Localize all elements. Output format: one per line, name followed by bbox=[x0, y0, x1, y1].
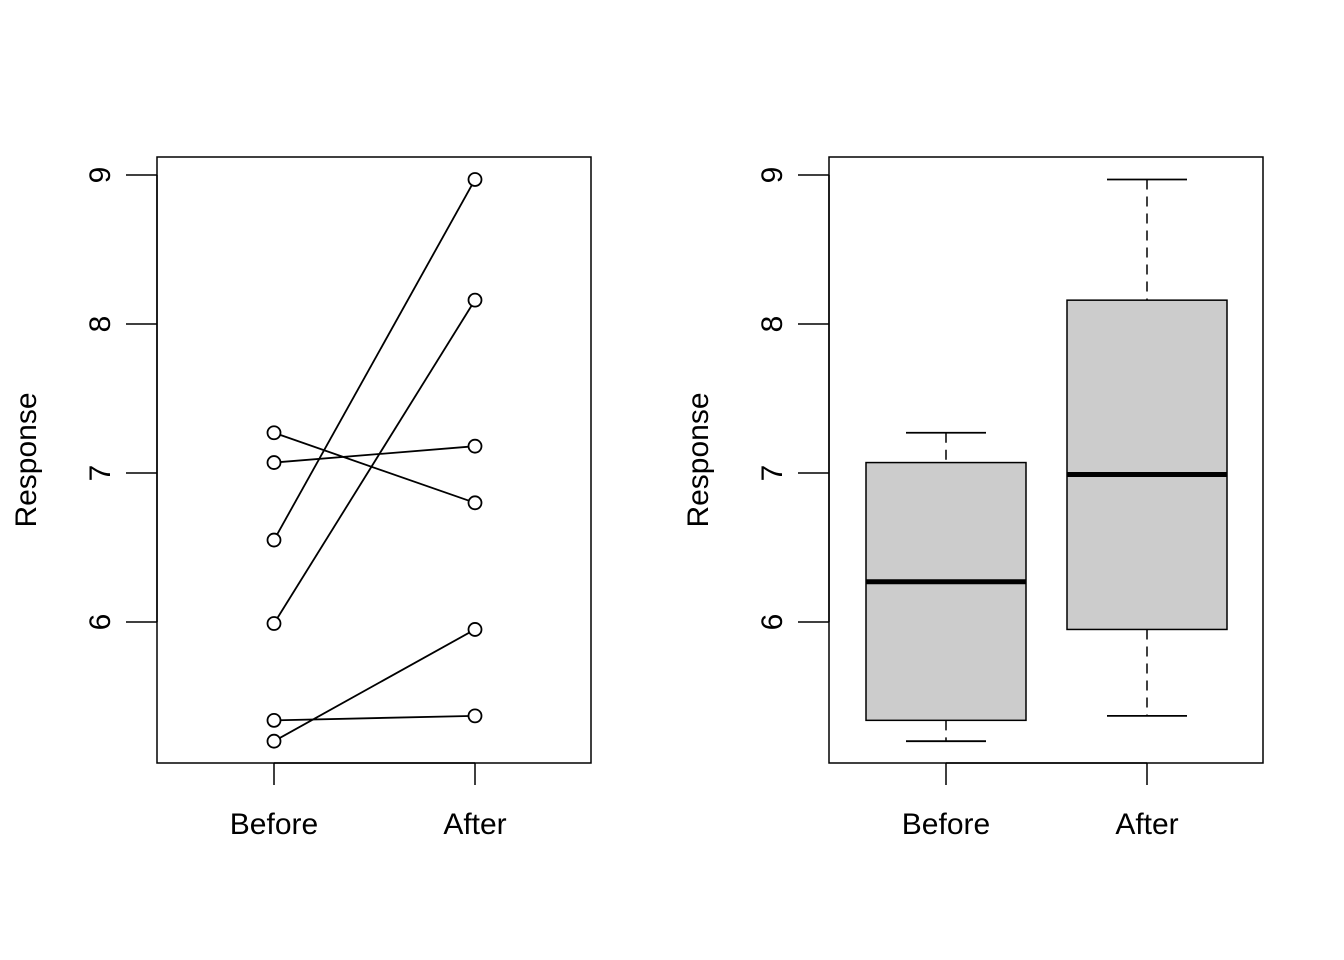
point-after bbox=[467, 495, 483, 511]
pair-line bbox=[273, 179, 476, 541]
paired-plot-panel: 6 7 8 9 Before After Response bbox=[10, 156, 592, 841]
x-tick-label: Before bbox=[902, 808, 990, 841]
point-after bbox=[467, 292, 483, 308]
y-tick-label: 9 bbox=[84, 167, 117, 184]
point-before bbox=[266, 425, 282, 441]
y-tick-label: 6 bbox=[756, 614, 789, 631]
point-before bbox=[266, 733, 282, 749]
y-tick-label: 7 bbox=[84, 465, 117, 482]
y-tick-label: 7 bbox=[756, 465, 789, 482]
y-axis-title: Response bbox=[682, 392, 715, 527]
y-tick-label: 9 bbox=[756, 167, 789, 184]
pair-line bbox=[273, 628, 476, 742]
pair-line bbox=[273, 445, 476, 464]
plot-frame bbox=[156, 156, 592, 764]
point-before bbox=[266, 616, 282, 631]
point-before bbox=[266, 532, 282, 548]
pair-line bbox=[273, 299, 476, 624]
box-after bbox=[1066, 299, 1228, 631]
x-tick-label: Before bbox=[230, 808, 318, 841]
point-before bbox=[266, 712, 282, 728]
pair-line bbox=[273, 714, 476, 722]
point-after bbox=[467, 438, 483, 454]
x-tick-label: After bbox=[443, 808, 506, 841]
y-tick-label: 8 bbox=[84, 316, 117, 333]
point-after bbox=[467, 172, 483, 187]
point-after bbox=[467, 622, 483, 637]
axes: 6 7 8 9 Before After bbox=[756, 167, 1179, 841]
boxplot-panel: 6 7 8 9 Before After Response bbox=[682, 156, 1264, 841]
box-before bbox=[865, 461, 1027, 722]
x-tick-label: After bbox=[1115, 808, 1178, 841]
point-before bbox=[266, 455, 282, 470]
y-tick-label: 8 bbox=[756, 316, 789, 333]
y-tick-label: 6 bbox=[84, 614, 117, 631]
y-axis-title: Response bbox=[10, 392, 43, 527]
boxes bbox=[865, 178, 1228, 743]
pair-line bbox=[273, 431, 476, 504]
pair-lines bbox=[266, 172, 483, 749]
point-after bbox=[467, 708, 483, 724]
axes: 6 7 8 9 Before After bbox=[84, 167, 507, 841]
